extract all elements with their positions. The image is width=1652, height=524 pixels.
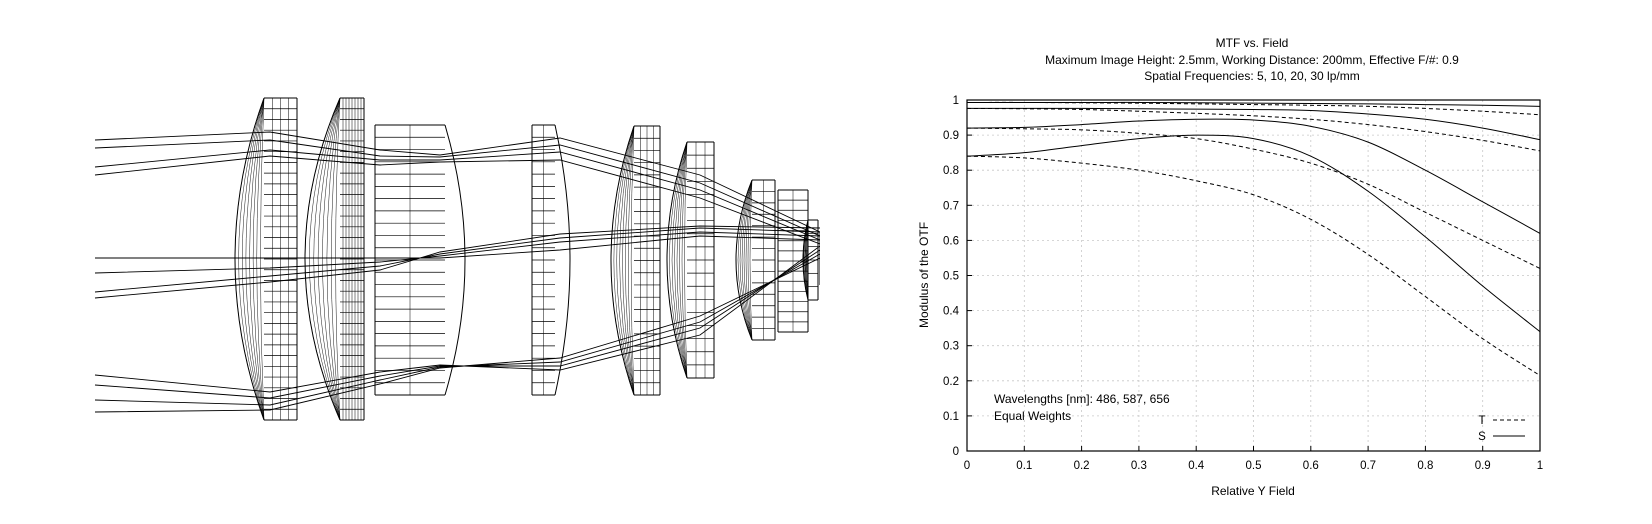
series-line-5 — [966, 118, 1541, 234]
x-tick-label: 0.4 — [1188, 460, 1205, 472]
y-tick-label: 0.1 — [943, 411, 959, 423]
x-axis-label: Relative Y Field — [1211, 484, 1295, 498]
y-tick-label: 0.7 — [943, 200, 959, 212]
y-tick-label: 1 — [953, 95, 959, 107]
x-tick-label: 0 — [964, 460, 970, 472]
y-tick-label: 0.3 — [943, 341, 959, 353]
lens-element-7 — [735, 179, 776, 341]
chart-title: MTF vs. Field — [1216, 36, 1289, 50]
x-tick-label: 0.9 — [1475, 460, 1491, 472]
legend-label-t: T — [1478, 415, 1485, 427]
y-tick-label: 0.9 — [943, 130, 959, 142]
lens-layout-drawing — [94, 97, 820, 421]
annotation-weights: Equal Weights — [994, 409, 1071, 423]
y-tick-label: 0.2 — [943, 376, 959, 388]
legend: T S — [1478, 415, 1525, 443]
series-line-8 — [966, 155, 1541, 376]
grid — [967, 100, 1540, 451]
series-group — [966, 101, 1541, 376]
series-line-3 — [967, 107, 1541, 141]
lens-element-2 — [304, 97, 365, 421]
y-tick-label: 0.4 — [943, 306, 960, 318]
y-tick-label: 0.8 — [943, 165, 959, 177]
y-tick-label: 0.5 — [943, 271, 959, 283]
x-tick-label: 0.5 — [1246, 460, 1262, 472]
y-ticks: 0 0.1 0.2 0.3 0.4 0.5 0.6 0.7 0.8 0.9 1 — [943, 95, 972, 458]
x-tick-label: 0.1 — [1016, 460, 1032, 472]
series-line-7 — [966, 134, 1541, 333]
chart-subtitle-line-1: Maximum Image Height: 2.5mm, Working Dis… — [1045, 53, 1459, 67]
series-line-4 — [966, 107, 1541, 152]
annotation-wavelengths: Wavelengths [nm]: 486, 587, 656 — [994, 392, 1170, 406]
lens-element-8 — [777, 189, 809, 333]
lens-element-6 — [666, 141, 715, 379]
y-tick-label: 0.6 — [943, 235, 959, 247]
y-tick-label: 0 — [953, 446, 959, 458]
x-tick-label: 0.2 — [1074, 460, 1090, 472]
y-axis-label: Modulus of the OTF — [917, 222, 931, 328]
x-ticks: 0 0.1 0.2 0.3 0.4 0.5 0.6 0.7 0.8 0.9 1 — [964, 446, 1543, 472]
x-tick-label: 1 — [1537, 460, 1543, 472]
legend-label-s: S — [1478, 431, 1486, 443]
series-line-1 — [966, 101, 1541, 107]
lens-element-1 — [234, 97, 298, 421]
x-tick-label: 0.6 — [1303, 460, 1319, 472]
x-tick-label: 0.7 — [1360, 460, 1376, 472]
ray-bundle — [94, 131, 820, 413]
series-line-6 — [966, 127, 1541, 269]
chart-subtitle-line-2: Spatial Frequencies: 5, 10, 20, 30 lp/mm — [1144, 69, 1359, 83]
x-tick-label: 0.8 — [1417, 460, 1433, 472]
x-tick-label: 0.3 — [1131, 460, 1147, 472]
